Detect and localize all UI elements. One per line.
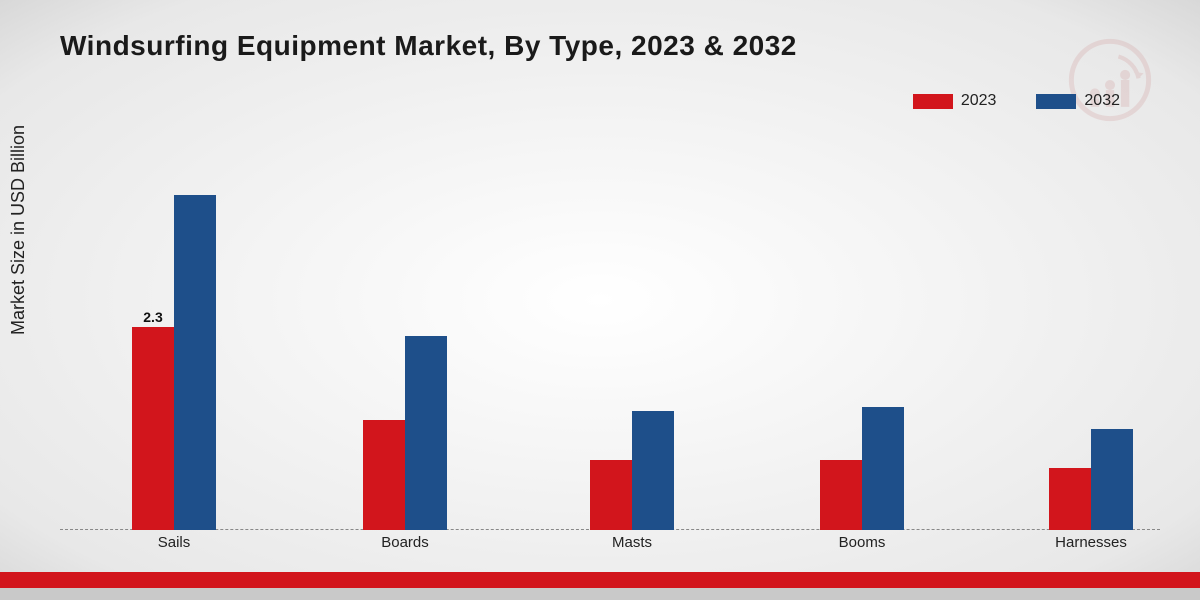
bar	[1049, 468, 1091, 530]
bar	[590, 460, 632, 530]
legend-item-2032: 2032	[1036, 92, 1120, 110]
legend: 2023 2032	[913, 92, 1120, 110]
bar-group	[1049, 429, 1133, 530]
bar	[1091, 429, 1133, 530]
category-label: Booms	[839, 534, 886, 551]
footer-grey-bar	[0, 588, 1200, 600]
bar-group	[590, 411, 674, 530]
bar	[174, 195, 216, 530]
bar-group	[363, 336, 447, 530]
bar	[820, 460, 862, 530]
legend-item-2023: 2023	[913, 92, 997, 110]
footer-red-bar	[0, 572, 1200, 588]
bar	[862, 407, 904, 530]
bar	[363, 420, 405, 530]
bar-group	[132, 195, 216, 530]
bar	[132, 327, 174, 530]
bar	[405, 336, 447, 530]
category-label: Boards	[381, 534, 429, 551]
category-label: Harnesses	[1055, 534, 1127, 551]
legend-swatch-2023	[913, 94, 953, 109]
category-label: Sails	[158, 534, 191, 551]
chart-canvas: Windsurfing Equipment Market, By Type, 2…	[0, 0, 1200, 600]
bar-group	[820, 407, 904, 530]
bar	[632, 411, 674, 530]
plot-area: 2.3	[60, 160, 1160, 530]
legend-swatch-2032	[1036, 94, 1076, 109]
x-axis-labels: Sails Boards Masts Booms Harnesses	[60, 530, 1160, 560]
legend-label-2023: 2023	[961, 92, 997, 110]
legend-label-2032: 2032	[1084, 92, 1120, 110]
y-axis-label: Market Size in USD Billion	[8, 125, 29, 335]
chart-title: Windsurfing Equipment Market, By Type, 2…	[60, 30, 797, 62]
category-label: Masts	[612, 534, 652, 551]
